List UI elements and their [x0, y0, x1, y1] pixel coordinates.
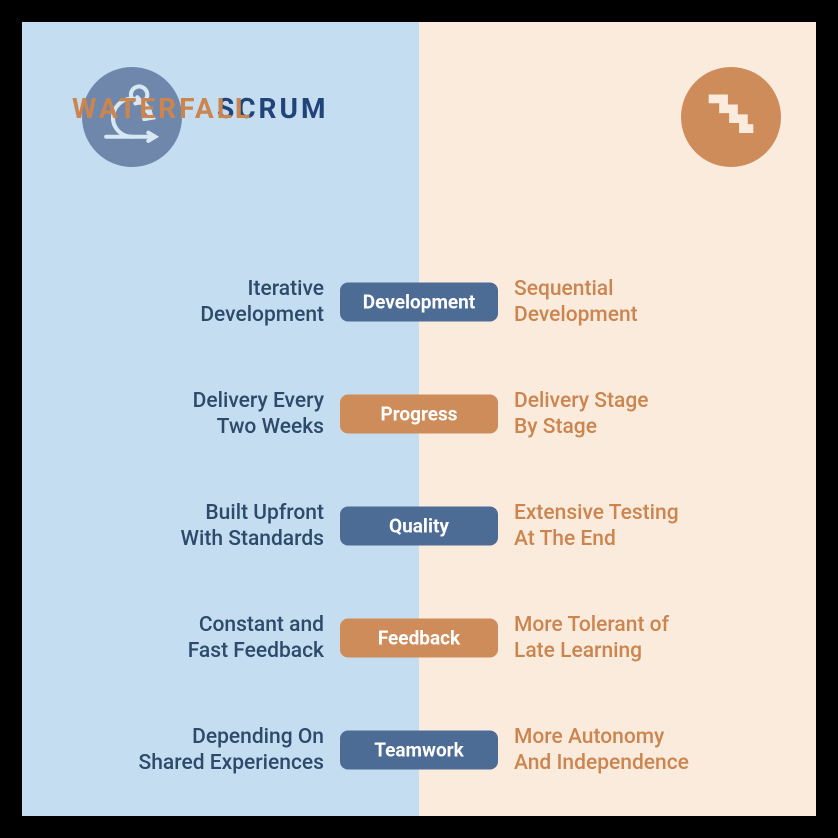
comparison-row: Iterative Development Development Sequenti… [22, 252, 816, 352]
category-pill: Development [340, 283, 498, 322]
category-pill: Quality [340, 507, 498, 546]
scrum-text: Delivery Every Two Weeks [193, 388, 324, 441]
waterfall-text: More Tolerant of Late Learning [514, 612, 669, 665]
category-pill: Feedback [340, 619, 498, 658]
scrum-text: Iterative Development [200, 276, 324, 329]
comparison-row: Built Upfront With Standards Quality Exten… [22, 476, 816, 576]
comparison-row: Depending On Shared Experiences Teamwork M… [22, 700, 816, 800]
waterfall-text: More Autonomy And Independence [514, 724, 689, 777]
waterfall-text: Delivery Stage By Stage [514, 388, 649, 441]
category-pill: Teamwork [340, 731, 498, 770]
header: SCRUM WATERFALL [22, 22, 816, 212]
scrum-text: Constant and Fast Feedback [188, 612, 324, 665]
waterfall-text: Sequential Development [514, 276, 638, 329]
stairs-icon [700, 84, 762, 150]
waterfall-icon-bg [681, 67, 781, 167]
waterfall-title: WATERFALL [72, 92, 253, 125]
scrum-text: Depending On Shared Experiences [139, 724, 324, 777]
waterfall-text: Extensive Testing At The End [514, 500, 679, 553]
infographic-canvas: SCRUM WATERFALL Iterative Development Dev… [22, 22, 816, 816]
comparison-row: Delivery Every Two Weeks Progress Delivery… [22, 364, 816, 464]
category-pill: Progress [340, 395, 498, 434]
scrum-text: Built Upfront With Standards [181, 500, 324, 553]
comparison-row: Constant and Fast Feedback Feedback More T… [22, 588, 816, 688]
